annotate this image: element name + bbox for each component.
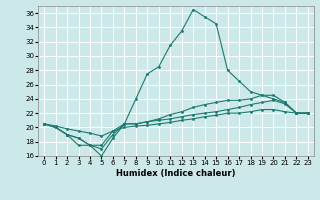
X-axis label: Humidex (Indice chaleur): Humidex (Indice chaleur) [116, 169, 236, 178]
